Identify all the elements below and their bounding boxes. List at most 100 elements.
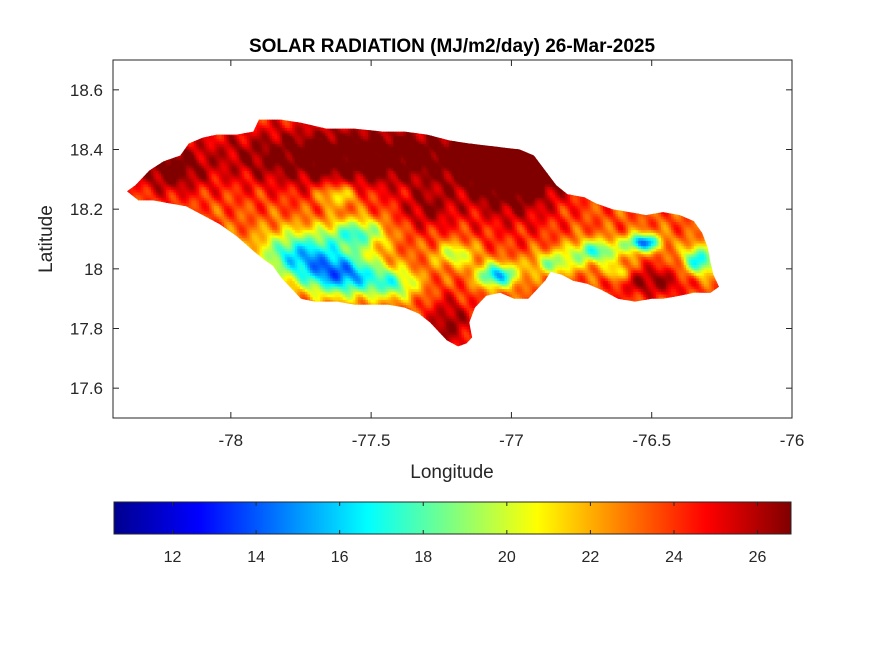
heat-cell xyxy=(446,323,450,327)
heat-cell xyxy=(451,326,455,330)
heat-cell xyxy=(456,326,460,330)
heat-cell xyxy=(408,307,412,311)
heat-cell xyxy=(448,307,452,311)
heat-cell xyxy=(433,307,437,311)
heat-cell xyxy=(469,328,473,333)
heat-cell xyxy=(446,304,450,308)
heat-cell xyxy=(459,339,463,343)
heat-cell xyxy=(438,315,442,319)
heat-cell xyxy=(466,339,470,343)
heat-cell xyxy=(428,318,432,322)
heat-cell xyxy=(438,312,442,316)
heat-cell xyxy=(461,331,465,335)
heat-cell xyxy=(459,323,463,327)
heat-cell xyxy=(453,339,457,343)
heat-cell xyxy=(459,320,463,324)
heat-cell xyxy=(451,312,455,316)
heat-cell xyxy=(469,304,473,308)
heat-cell xyxy=(466,334,470,338)
heat-cell xyxy=(446,320,450,324)
heat-cell xyxy=(469,312,473,316)
heat-cell xyxy=(436,307,440,311)
heat-cell xyxy=(403,304,407,308)
heat-cell xyxy=(446,315,450,319)
heat-cell xyxy=(416,307,420,311)
heat-cell xyxy=(456,328,460,333)
heat-cell xyxy=(461,336,465,341)
heat-cell xyxy=(441,320,445,324)
heat-cell xyxy=(443,331,447,335)
heat-cell xyxy=(413,310,417,314)
heat-cell xyxy=(438,328,442,333)
heat-cell xyxy=(426,318,430,322)
heat-cell xyxy=(469,307,473,311)
heat-cell xyxy=(464,315,468,319)
heat-cell xyxy=(456,320,460,324)
heat-cell xyxy=(456,336,460,341)
heat-cell xyxy=(411,307,415,311)
heat-cell xyxy=(451,315,455,319)
heat-cell xyxy=(446,318,450,322)
heat-cell xyxy=(446,334,450,338)
heat-cell xyxy=(443,323,447,327)
heat-cell xyxy=(466,331,470,335)
heat-cell xyxy=(418,307,422,311)
heat-cell xyxy=(423,304,427,308)
heat-cell xyxy=(459,307,463,311)
heat-cell xyxy=(433,326,437,330)
heat-cell xyxy=(431,318,435,322)
heat-cell xyxy=(352,301,356,306)
heat-cell xyxy=(459,331,463,335)
heat-cell xyxy=(441,328,445,333)
heat-cell xyxy=(461,326,465,330)
heat-cell xyxy=(433,315,437,319)
heat-cell xyxy=(431,315,435,319)
heat-cell xyxy=(464,326,468,330)
heat-cell xyxy=(421,310,425,314)
heat-cell xyxy=(459,304,463,308)
heat-cell xyxy=(436,312,440,316)
heat-cell xyxy=(453,310,457,314)
heat-cell xyxy=(456,307,460,311)
heat-cell xyxy=(441,331,445,335)
heat-cell xyxy=(453,334,457,338)
heat-cell xyxy=(459,318,463,322)
heat-cell xyxy=(448,318,452,322)
heat-cell xyxy=(464,334,468,338)
heat-cell xyxy=(453,312,457,316)
heat-cell xyxy=(453,304,457,308)
heat-cell xyxy=(453,307,457,311)
heat-cell xyxy=(461,310,465,314)
heat-cell xyxy=(464,331,468,335)
heat-cell xyxy=(400,304,404,308)
heat-cell xyxy=(431,307,435,311)
heat-cell xyxy=(405,304,409,308)
heat-cell xyxy=(448,326,452,330)
heat-cell xyxy=(456,323,460,327)
heat-cell xyxy=(443,326,447,330)
heat-cell xyxy=(464,323,468,327)
heat-cell xyxy=(456,310,460,314)
heat-cell xyxy=(471,307,475,311)
heat-cell xyxy=(459,326,463,330)
heat-cell xyxy=(433,318,437,322)
heat-cell xyxy=(441,323,445,327)
heat-cell xyxy=(448,339,452,343)
heat-cell xyxy=(466,304,470,308)
heat-cell xyxy=(350,301,354,306)
heat-cell xyxy=(464,320,468,324)
heat-cell xyxy=(464,339,468,343)
heat-cell xyxy=(428,312,432,316)
heat-cell xyxy=(448,328,452,333)
heat-cell xyxy=(443,328,447,333)
heat-cell xyxy=(461,323,465,327)
heat-cell xyxy=(443,315,447,319)
heat-cell xyxy=(456,339,460,343)
heat-cell xyxy=(464,307,468,311)
heat-cell xyxy=(451,331,455,335)
heat-cell xyxy=(448,331,452,335)
heat-cell xyxy=(453,320,457,324)
heat-cell xyxy=(436,326,440,330)
heat-cell xyxy=(461,339,465,343)
heat-cell xyxy=(451,339,455,343)
